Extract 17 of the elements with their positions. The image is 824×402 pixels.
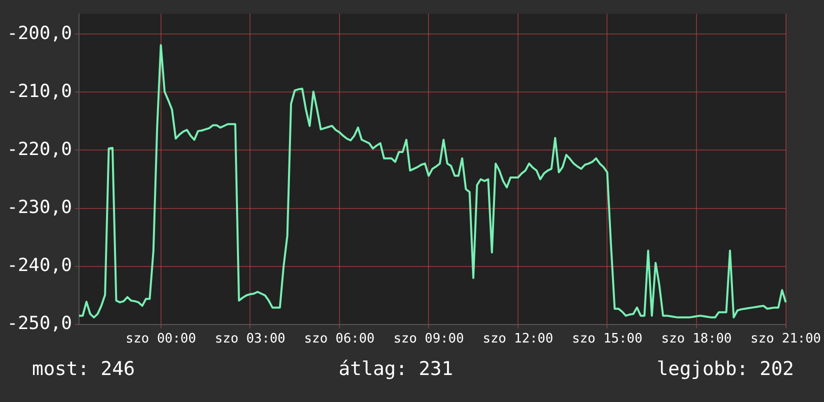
x-tick-label: szo 21:00	[750, 332, 822, 347]
y-tick-label: -240,0	[6, 255, 72, 276]
y-tick-label: -230,0	[6, 196, 72, 218]
x-tick-label: szo 09:00	[393, 332, 464, 347]
x-tick-label: szo 15:00	[572, 332, 642, 347]
x-tick-label: szo 00:00	[126, 332, 196, 347]
text: átlag: 231	[338, 358, 454, 380]
x-tick-label: szo 18:00	[661, 332, 732, 347]
text: legjobb: 202	[656, 358, 794, 380]
x-tick-label: szo 12:00	[482, 332, 554, 347]
x-tick-label: szo 06:00	[304, 332, 375, 347]
y-tick-label: -200,0	[6, 22, 72, 44]
y-tick-label: -220,0	[6, 138, 72, 160]
x-tick-label: szo 03:00	[214, 332, 286, 347]
y-tick-label: -250,0	[6, 313, 72, 334]
y-tick-label: -210,0	[6, 80, 72, 102]
text: most: 246	[32, 358, 135, 380]
